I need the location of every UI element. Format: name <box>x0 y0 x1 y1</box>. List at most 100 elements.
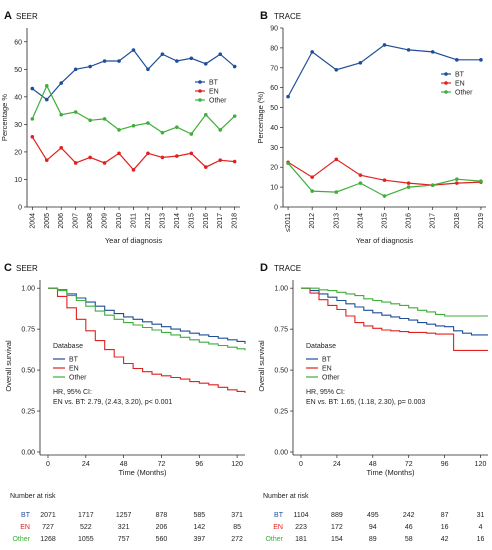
data-point-bt <box>160 52 165 56</box>
data-point-other <box>286 161 290 166</box>
risk-count: 495 <box>367 512 379 519</box>
x-axis-label: Year of diagnosis <box>105 236 163 245</box>
data-point-other <box>382 194 387 198</box>
legend-marker-bt <box>198 80 202 84</box>
legend-marker-bt <box>444 72 448 76</box>
risk-count: 2071 <box>40 512 56 519</box>
data-point-bt <box>146 67 150 72</box>
x-tick-label: 2004 <box>29 213 36 229</box>
x-tick-label: 120 <box>475 461 487 468</box>
risk-count: 206 <box>156 524 168 531</box>
risk-count: 16 <box>441 524 449 531</box>
y-tick-label: 60 <box>270 85 278 92</box>
survival-curve-en <box>301 287 488 351</box>
survival-curve-en <box>48 287 246 393</box>
data-point-bt <box>286 94 290 99</box>
data-point-en <box>102 161 107 165</box>
data-point-en <box>334 157 339 162</box>
data-point-bt <box>30 86 35 91</box>
y-tick-label: 30 <box>14 122 22 129</box>
hr-annotation-line: EN vs. BT: 1.65, (1.18, 2.30), p= 0.003 <box>306 399 425 406</box>
data-point-bt <box>358 61 363 65</box>
data-point-other <box>334 190 339 194</box>
survival-curve-other <box>48 287 246 351</box>
legend-label-bt: BT <box>322 357 332 364</box>
data-point-en <box>131 168 136 172</box>
risk-row-label-bt: BT <box>21 512 31 519</box>
data-point-bt <box>479 58 483 62</box>
data-point-bt <box>218 52 223 56</box>
y-tick-label: 70 <box>270 65 278 72</box>
risk-count: 889 <box>331 512 343 519</box>
risk-count: 272 <box>231 536 243 543</box>
risk-count: 585 <box>193 512 205 519</box>
y-tick-label: 0.75 <box>21 327 35 334</box>
data-point-other <box>479 179 483 183</box>
panel-letter: D <box>260 262 268 274</box>
panel-title: TRACE <box>274 12 301 21</box>
legend-label-bt: BT <box>209 80 219 87</box>
data-point-other <box>218 128 223 132</box>
risk-count: 16 <box>477 536 485 543</box>
data-point-other <box>59 112 64 117</box>
data-point-en <box>30 134 35 139</box>
data-point-bt <box>406 48 411 52</box>
x-tick-label: 2010 <box>116 213 123 229</box>
data-point-other <box>44 84 49 88</box>
x-tick-label: 2019 <box>478 213 485 229</box>
x-tick-label: 2018 <box>454 213 461 229</box>
y-axis-label: Percentage % <box>0 94 9 141</box>
data-point-bt <box>382 43 387 47</box>
y-tick-label: 90 <box>270 26 278 33</box>
y-tick-label: 1.00 <box>21 286 35 293</box>
x-tick-label: 120 <box>231 461 243 468</box>
legend-marker-en <box>444 81 448 85</box>
data-point-other <box>203 112 208 117</box>
x-axis-label: Time (Months) <box>118 468 167 477</box>
x-axis-label: Year of diagnosis <box>356 236 414 245</box>
data-point-en <box>59 145 64 150</box>
data-point-en <box>406 181 411 185</box>
data-point-other <box>358 181 363 185</box>
risk-row-label-bt: BT <box>274 512 284 519</box>
risk-count: 223 <box>295 524 307 531</box>
y-tick-label: 50 <box>270 105 278 112</box>
y-tick-label: 30 <box>270 145 278 152</box>
data-point-en <box>358 173 363 177</box>
data-point-bt <box>102 59 107 63</box>
data-point-bt <box>189 56 194 61</box>
x-tick-label: 2014 <box>174 213 181 229</box>
x-tick-label: 24 <box>333 461 341 468</box>
data-point-en <box>455 181 459 185</box>
risk-count: 94 <box>369 524 377 531</box>
risk-row-label-en: EN <box>20 524 30 531</box>
risk-count: 1104 <box>293 512 308 519</box>
data-point-en <box>117 151 121 156</box>
data-point-other <box>102 117 107 121</box>
hr-annotation-line: EN vs. BT: 2.79, (2.43, 3.20), p< 0.001 <box>53 399 172 406</box>
data-point-other <box>131 123 136 128</box>
survival-curve-other <box>301 287 488 317</box>
x-tick-label: 2012 <box>145 213 152 229</box>
legend-title: Database <box>306 343 336 350</box>
y-tick-label: 0 <box>18 205 22 212</box>
risk-count: 371 <box>231 512 243 519</box>
data-point-bt <box>131 48 136 52</box>
risk-row-label-en: EN <box>273 524 283 531</box>
data-point-other <box>430 183 435 187</box>
y-tick-label: 0.50 <box>21 368 35 375</box>
data-point-other <box>232 114 237 118</box>
x-tick-label: 2017 <box>217 213 224 229</box>
risk-count: 154 <box>331 536 343 543</box>
data-point-bt <box>430 50 435 54</box>
y-tick-label: 1.00 <box>274 286 288 293</box>
risk-count: 89 <box>369 536 377 543</box>
risk-count: 85 <box>233 524 241 531</box>
x-tick-label: 0 <box>299 461 303 468</box>
series-line-en <box>31 136 235 171</box>
risk-count: 172 <box>331 524 343 531</box>
x-tick-label: 72 <box>405 461 413 468</box>
data-point-bt <box>310 50 314 54</box>
data-point-other <box>455 177 459 181</box>
